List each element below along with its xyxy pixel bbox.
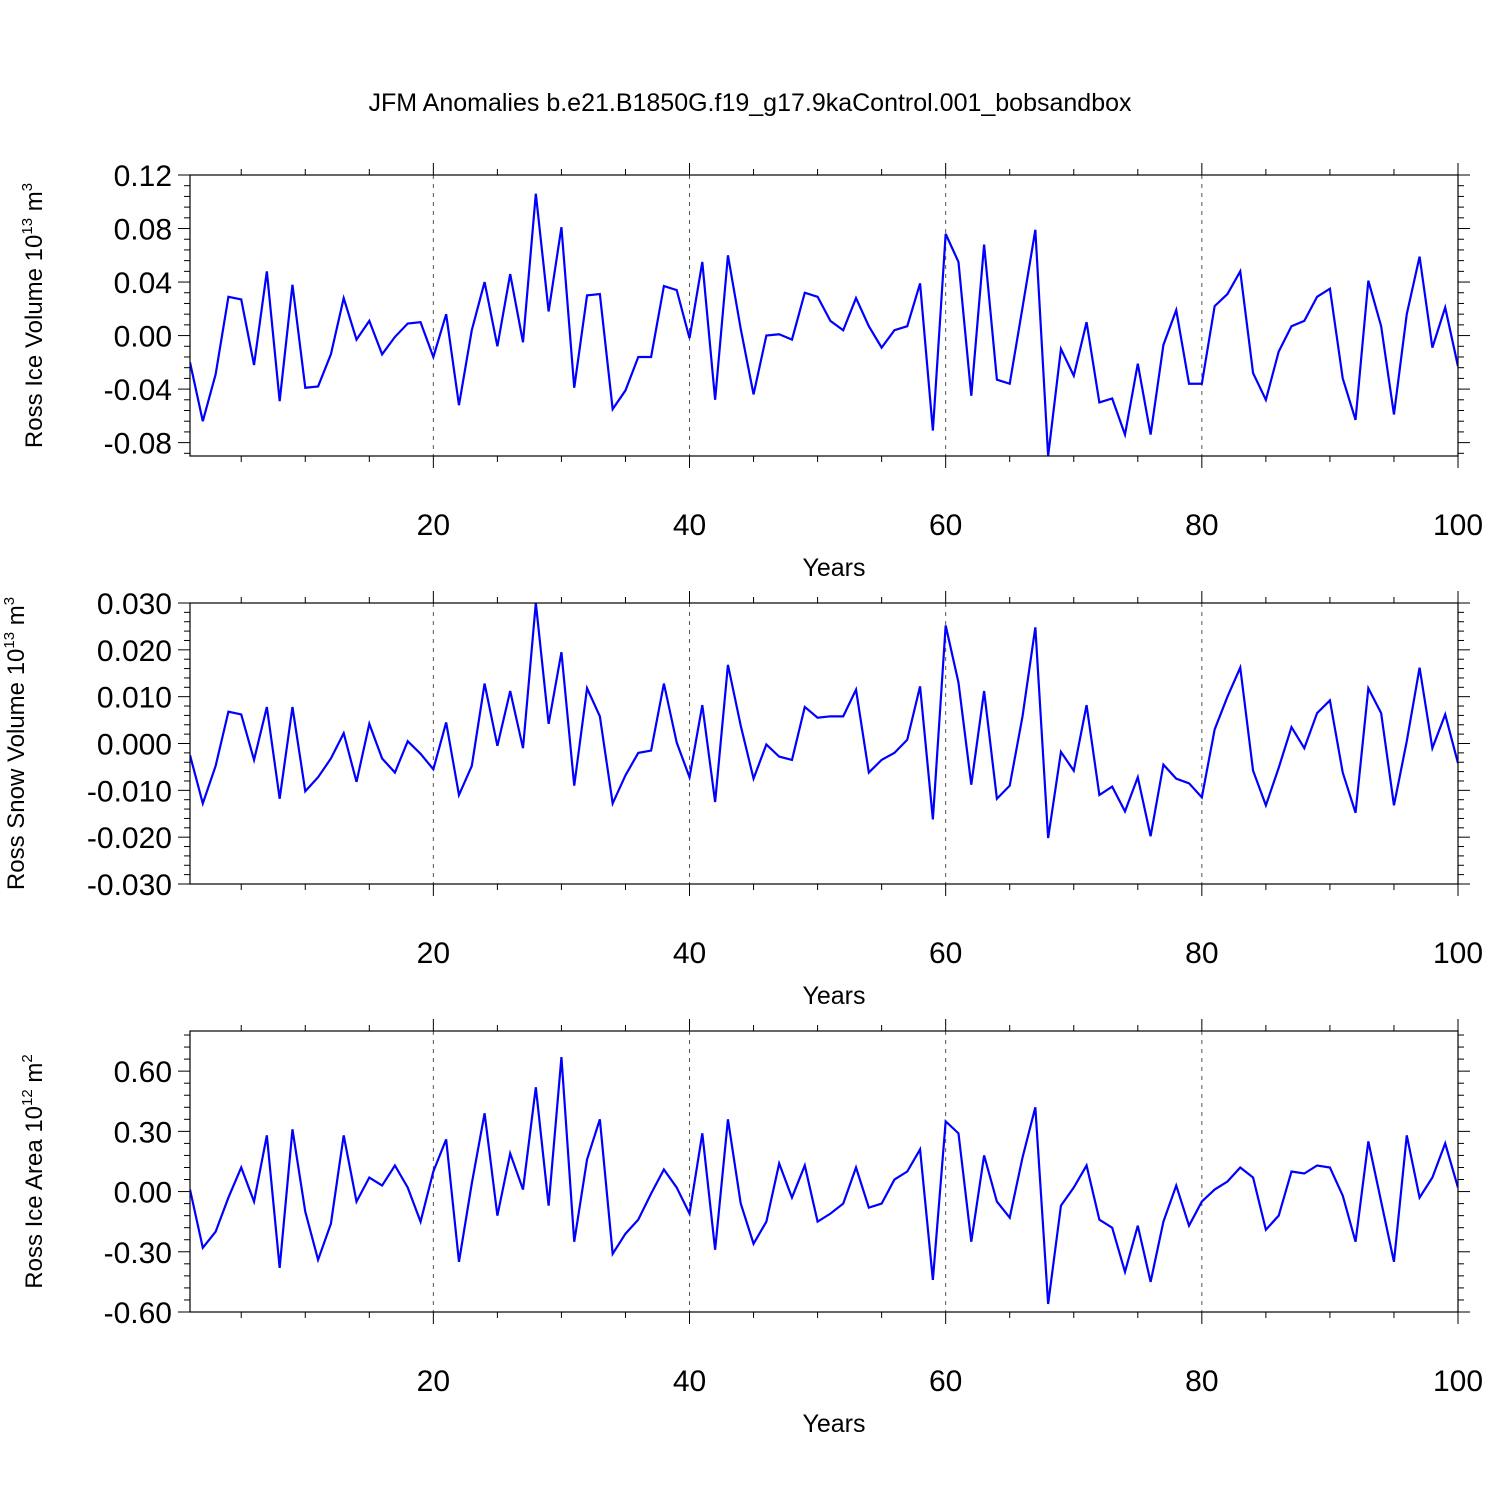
x-tick-label: 100 <box>1433 1365 1483 1398</box>
y-tick-label: 0.030 <box>97 588 172 621</box>
x-tick-label: 20 <box>417 1365 450 1398</box>
panel-1: -0.08 -0.04 0.00 0.04 0.08 0.12 20 40 60 80 100 Yea… <box>19 160 1483 582</box>
y-tick-label: 0.000 <box>97 729 172 762</box>
x-axis-label: Years <box>802 1410 865 1438</box>
y-tick-label: -0.020 <box>87 822 172 855</box>
x-tick-label: 100 <box>1433 937 1483 970</box>
y-axis-label: Ross Ice Area 1012 m2 <box>19 1054 48 1288</box>
y-tick-label: 0.00 <box>114 1177 172 1210</box>
y-axis-label: Ross Snow Volume 1013 m3 <box>1 597 30 890</box>
y-axis-label: Ross Ice Volume 1013 m3 <box>19 183 48 448</box>
y-tick-label: -0.010 <box>87 775 172 808</box>
y-tick-label: -0.08 <box>104 428 172 461</box>
y-tick-label: 0.04 <box>114 267 172 300</box>
y-tick-label: 0.60 <box>114 1056 172 1089</box>
figure-title: JFM Anomalies b.e21.B1850G.f19_g17.9kaCo… <box>368 89 1132 117</box>
x-tick-label: 40 <box>673 1365 706 1398</box>
plot-frame <box>189 174 1459 457</box>
y-tick-label: 0.12 <box>114 160 172 193</box>
x-tick-label: 40 <box>673 509 706 542</box>
series-line <box>190 1056 1458 1305</box>
plot-frame <box>189 602 1459 885</box>
y-tick-label: -0.30 <box>104 1237 172 1270</box>
x-tick-label: 100 <box>1433 509 1483 542</box>
x-tick-label: 20 <box>417 937 450 970</box>
x-tick-label: 80 <box>1185 937 1218 970</box>
y-tick-label: -0.04 <box>104 374 172 407</box>
y-tick-label: -0.030 <box>87 869 172 902</box>
x-tick-label: 20 <box>417 509 450 542</box>
x-axis-label: Years <box>802 982 865 1010</box>
y-tick-label: 0.020 <box>97 635 172 668</box>
x-tick-label: 40 <box>673 937 706 970</box>
panels: -0.08 -0.04 0.00 0.04 0.08 0.12 20 40 60 80 100 Yea… <box>1 160 1483 1438</box>
plot-frame <box>189 1030 1459 1313</box>
y-tick-label: 0.08 <box>114 214 172 247</box>
x-tick-label: 80 <box>1185 1365 1218 1398</box>
series-line <box>190 603 1458 839</box>
panel-3: -0.60 -0.30 0.00 0.30 0.60 20 40 60 80 100 Years Ro… <box>19 1019 1483 1438</box>
panel-2: -0.030 -0.020 -0.010 0.000 0.010 0.020 0.030 20… <box>1 588 1483 1010</box>
y-tick-label: -0.60 <box>104 1297 172 1330</box>
x-axis-label: Years <box>802 554 865 582</box>
x-tick-label: 80 <box>1185 509 1218 542</box>
y-tick-label: 0.00 <box>114 321 172 354</box>
series-line <box>190 193 1458 456</box>
y-tick-label: 0.30 <box>114 1116 172 1149</box>
x-tick-label: 60 <box>929 937 962 970</box>
y-tick-label: 0.010 <box>97 682 172 715</box>
x-tick-label: 60 <box>929 1365 962 1398</box>
x-tick-label: 60 <box>929 509 962 542</box>
